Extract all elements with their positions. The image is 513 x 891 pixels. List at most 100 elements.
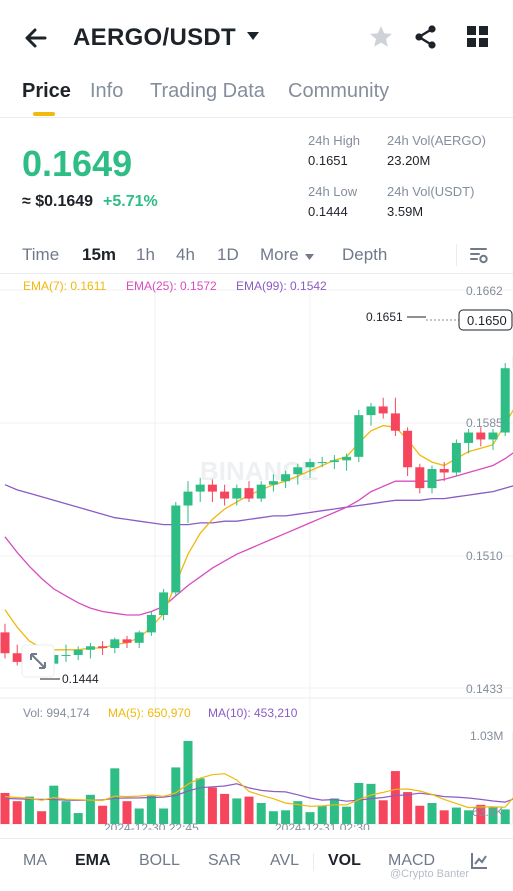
volume-bar	[415, 805, 425, 824]
volume-bar	[183, 740, 193, 824]
y-axis-label: 0.1510	[466, 549, 503, 563]
low-label: 24h Low	[308, 184, 358, 199]
candle	[305, 462, 315, 468]
volume-bar	[268, 811, 278, 824]
star-icon[interactable]	[368, 24, 394, 50]
interval-bar: Time 15m 1h 4h 1D More Depth	[0, 236, 513, 274]
vol-base-value: 23.20M	[387, 153, 431, 168]
candle	[207, 484, 217, 492]
volume-bar	[451, 807, 461, 824]
volume-bar	[329, 798, 339, 824]
vol-base-label: 24h Vol(AERGO)	[387, 133, 486, 148]
candle	[146, 615, 156, 633]
tab-info[interactable]: Info	[90, 80, 124, 102]
candle	[354, 415, 364, 457]
candle	[464, 432, 474, 443]
volume-bar	[366, 783, 376, 824]
pair-title[interactable]: AERGO/USDT	[73, 24, 237, 51]
caret-down-icon[interactable]	[246, 31, 260, 41]
volume-bar	[342, 806, 352, 824]
price-usd: ≈ $0.1649	[22, 193, 94, 210]
y-axis-label: 0.1662	[466, 284, 503, 298]
tab-trading-data[interactable]: Trading Data	[150, 80, 265, 102]
candle	[378, 406, 388, 414]
candle	[317, 462, 327, 464]
interval-depth[interactable]: Depth	[342, 245, 388, 264]
volume-bar	[85, 794, 95, 824]
ema7-legend: EMA(7): 0.1611	[23, 279, 106, 293]
volume-bar	[207, 787, 217, 824]
indicator-macd[interactable]: MACD	[388, 852, 436, 869]
volume-bar	[244, 796, 254, 824]
candle	[0, 632, 10, 654]
share-icon[interactable]	[413, 24, 439, 50]
tab-community[interactable]: Community	[288, 80, 390, 102]
candle	[476, 432, 486, 440]
y-axis-label: 0.1585	[466, 416, 503, 430]
vol-ma10-legend: MA(10): 453,210	[208, 706, 298, 720]
indicator-ema[interactable]: EMA	[75, 852, 111, 869]
volume-bar	[293, 801, 303, 824]
tab-price[interactable]: Price	[22, 80, 71, 102]
volume-bar	[195, 778, 205, 824]
vol-axis-label: 63.6K	[472, 805, 503, 819]
top-bar: AERGO/USDT	[0, 0, 513, 72]
indicator-boll[interactable]: BOLL	[139, 852, 180, 869]
volume-bar	[98, 805, 108, 824]
section-tabs: Price Info Trading Data Community	[0, 72, 513, 118]
volume-bar	[488, 807, 498, 824]
volume-bar	[464, 810, 474, 824]
grid-icon[interactable]	[465, 24, 491, 50]
interval-time[interactable]: Time	[22, 245, 60, 264]
candle	[61, 654, 71, 656]
volume-bar	[134, 808, 144, 824]
volume-bar	[146, 795, 156, 824]
vol-quote-value: 3.59M	[387, 204, 424, 219]
low-marker-label: 0.1444	[62, 672, 99, 686]
volume-bar	[232, 798, 242, 824]
chart-settings-icon[interactable]	[469, 245, 489, 265]
interval-15m[interactable]: 15m	[82, 245, 117, 264]
candle	[220, 491, 230, 499]
candle	[366, 406, 376, 416]
volume-bar	[220, 793, 230, 824]
volume-bar	[390, 771, 400, 824]
candle	[403, 430, 413, 468]
candle	[110, 639, 120, 649]
candle	[451, 442, 461, 473]
candle	[439, 469, 449, 473]
indicator-settings-icon[interactable]	[469, 851, 489, 871]
indicator-vol[interactable]: VOL	[328, 852, 361, 869]
vol-ma5-legend: MA(5): 650,970	[108, 706, 191, 720]
candle	[85, 646, 95, 650]
volume-bar	[61, 801, 71, 824]
candle	[500, 368, 510, 433]
volume-bar	[500, 809, 510, 824]
price-change: +5.71%	[103, 193, 158, 210]
candle	[183, 491, 193, 506]
indicator-avl[interactable]: AVL	[270, 852, 300, 869]
volume-bar	[427, 803, 437, 824]
candle	[244, 488, 254, 499]
candle	[98, 646, 108, 649]
interval-4h[interactable]: 4h	[176, 245, 195, 264]
expand-icon[interactable]	[30, 653, 46, 669]
volume-bar	[49, 785, 59, 824]
volume-bar	[159, 808, 169, 824]
high-marker-label: 0.1651	[366, 310, 403, 324]
back-arrow-icon[interactable]	[20, 22, 52, 54]
ema99-line	[4, 484, 513, 526]
indicator-bar: MA EMA BOLL SAR AVL VOL MACD	[0, 838, 513, 886]
ema7-line	[4, 409, 513, 651]
last-price: 0.1649	[22, 143, 133, 184]
watermark: @Crypto Banter	[390, 868, 470, 880]
indicator-sar[interactable]: SAR	[208, 852, 241, 869]
interval-1d[interactable]: 1D	[217, 245, 239, 264]
interval-more[interactable]: More	[260, 245, 299, 264]
indicator-ma[interactable]: MA	[23, 852, 47, 869]
candle	[232, 488, 242, 499]
high-label: 24h High	[308, 133, 361, 148]
more-caret-icon[interactable]	[304, 253, 315, 261]
interval-1h[interactable]: 1h	[136, 245, 155, 264]
